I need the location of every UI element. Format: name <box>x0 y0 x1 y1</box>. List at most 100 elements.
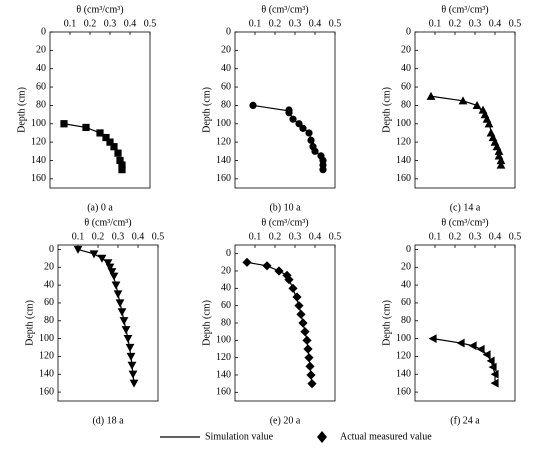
measured-point <box>428 334 437 343</box>
x-tick-label: 0.3 <box>289 18 302 29</box>
y-tick-label: 40 <box>221 63 231 74</box>
measured-point <box>118 166 126 174</box>
y-tick-label: 120 <box>396 136 411 147</box>
x-tick-label: 0.4 <box>309 18 322 29</box>
y-tick-label: 60 <box>401 297 411 308</box>
measured-point <box>126 352 136 361</box>
plot-frame <box>414 31 516 189</box>
x-axis-label: θ (cm³/cm³) <box>261 4 308 15</box>
measured-point <box>119 317 129 326</box>
measured-point <box>458 96 468 105</box>
x-tick-label: 0.5 <box>152 231 165 242</box>
y-tick-label: 160 <box>39 386 54 397</box>
y-tick-label: 20 <box>221 265 231 276</box>
y-tick-label: 20 <box>221 45 231 56</box>
measured-point <box>242 257 252 267</box>
measured-point <box>103 259 113 268</box>
y-tick-label: 40 <box>401 63 411 74</box>
measured-point <box>289 115 297 123</box>
measured-point <box>486 356 495 366</box>
plot-frame <box>57 244 159 402</box>
y-tick-label: 20 <box>401 45 411 56</box>
y-tick-label: 160 <box>216 173 231 184</box>
x-tick-label: 0.2 <box>269 231 282 242</box>
measured-point <box>128 370 138 379</box>
y-tick-label: 160 <box>396 173 411 184</box>
y-tick-label: 120 <box>31 136 46 147</box>
x-tick-label: 0.4 <box>489 231 502 242</box>
panel-title: (c) 14 a <box>450 202 481 213</box>
y-tick-label: 120 <box>216 136 231 147</box>
measured-point <box>129 379 139 388</box>
measured-point <box>496 156 506 165</box>
measured-point <box>262 261 272 271</box>
y-tick-label: 160 <box>216 387 231 398</box>
y-tick-label: 20 <box>401 262 411 273</box>
measured-point <box>285 109 293 117</box>
x-tick-label: 0.4 <box>124 18 137 29</box>
y-tick-label: 120 <box>216 352 231 363</box>
measured-point <box>468 341 477 351</box>
y-tick-label: 140 <box>39 369 54 380</box>
measured-point <box>114 149 122 157</box>
y-axis-label: Depth (cm) <box>381 300 392 346</box>
measured-point <box>284 275 294 285</box>
measured-point <box>249 101 257 110</box>
measured-point <box>117 308 127 317</box>
plot-frame <box>414 244 516 402</box>
measured-point <box>73 245 83 254</box>
y-tick-label: 80 <box>401 315 411 326</box>
measured-point <box>311 147 319 155</box>
y-tick-label: 100 <box>39 333 54 344</box>
y-tick-label: 120 <box>39 351 54 362</box>
y-tick-label: 0 <box>41 26 46 37</box>
legend-marker-swatch <box>317 431 327 443</box>
x-axis-label: θ (cm³/cm³) <box>441 4 488 15</box>
measured-point <box>298 318 308 328</box>
y-tick-label: 100 <box>396 333 411 344</box>
y-tick-label: 0 <box>406 244 411 255</box>
y-tick-label: 140 <box>31 155 46 166</box>
x-tick-label: 0.2 <box>84 18 97 29</box>
x-tick-label: 0.1 <box>249 18 262 29</box>
measured-point <box>274 266 284 276</box>
measured-point <box>292 292 302 302</box>
y-tick-label: 40 <box>44 279 54 290</box>
y-axis-label: Depth (cm) <box>201 300 212 346</box>
y-tick-label: 0 <box>49 244 54 255</box>
y-tick-label: 100 <box>396 118 411 129</box>
x-tick-label: 0.3 <box>104 18 117 29</box>
panel-title: (e) 20 a <box>270 415 301 426</box>
measured-point <box>82 123 90 132</box>
x-tick-label: 0.1 <box>64 18 77 29</box>
x-tick-label: 0.2 <box>92 231 105 242</box>
y-tick-label: 100 <box>31 118 46 129</box>
x-tick-label: 0.2 <box>449 231 462 242</box>
x-tick-label: 0.5 <box>144 18 157 29</box>
y-tick-label: 0 <box>226 248 231 259</box>
measured-point <box>125 343 135 352</box>
y-tick-label: 140 <box>216 155 231 166</box>
measured-point <box>97 254 107 263</box>
y-axis-label: Depth (cm) <box>16 87 27 133</box>
y-tick-label: 140 <box>396 369 411 380</box>
x-axis-label: θ (cm³/cm³) <box>76 4 123 15</box>
measured-point <box>109 272 119 281</box>
measured-point <box>307 379 317 389</box>
measured-point <box>307 136 315 144</box>
x-tick-label: 0.4 <box>309 231 322 242</box>
measured-point <box>113 290 123 299</box>
y-tick-label: 0 <box>226 26 231 37</box>
x-tick-label: 0.3 <box>469 231 482 242</box>
measured-point <box>306 370 316 380</box>
measured-point <box>319 166 327 174</box>
y-tick-label: 0 <box>406 26 411 37</box>
y-tick-label: 80 <box>221 100 231 111</box>
y-tick-label: 160 <box>31 173 46 184</box>
y-tick-label: 60 <box>44 297 54 308</box>
panel-title: (d) 18 a <box>92 415 124 426</box>
x-tick-label: 0.2 <box>449 18 462 29</box>
x-tick-label: 0.3 <box>289 231 302 242</box>
y-tick-label: 80 <box>221 317 231 328</box>
